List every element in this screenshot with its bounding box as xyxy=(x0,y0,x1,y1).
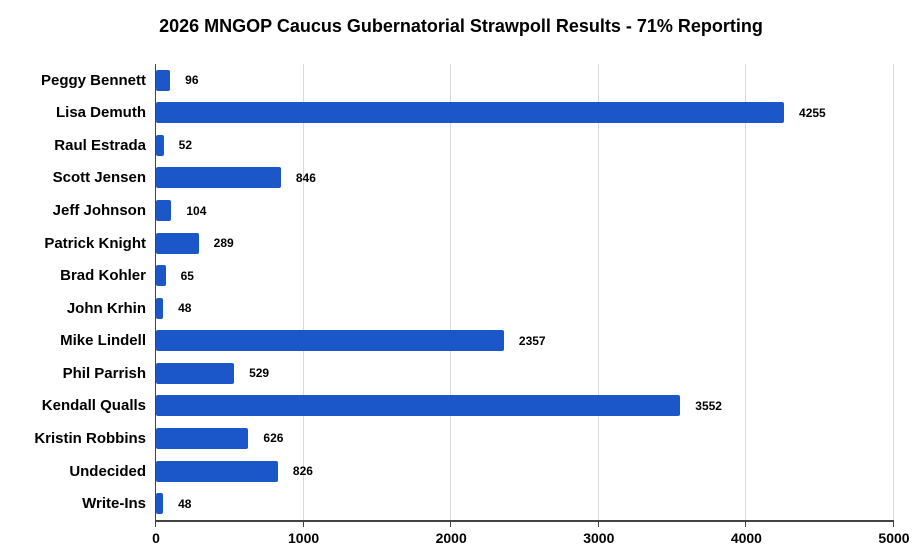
bar-row: Patrick Knight 289 xyxy=(44,227,894,260)
bar-kristin-robbins xyxy=(156,427,249,449)
category-label: Brad Kohler xyxy=(60,267,146,285)
category-label: Raul Estrada xyxy=(54,136,146,154)
x-axis-tick-mark xyxy=(893,522,894,527)
value-label: 826 xyxy=(292,464,313,479)
category-label: Undecided xyxy=(69,462,146,480)
category-label: Kristin Robbins xyxy=(34,429,146,447)
value-label: 289 xyxy=(213,236,234,251)
category-label: Lisa Demuth xyxy=(55,104,146,122)
value-label: 3552 xyxy=(695,398,722,413)
x-axis-tick-label: 3000 xyxy=(583,530,615,546)
bar-row: Phil Parrish 529 xyxy=(63,357,894,390)
bar-row: Lisa Demuth 4255 xyxy=(56,97,894,130)
bar-brad-kohler xyxy=(156,265,166,287)
category-label: Scott Jensen xyxy=(52,169,146,187)
x-axis-tick-label: 5000 xyxy=(878,530,910,546)
bar-kendall-qualls xyxy=(156,395,681,417)
gridline-x-1000 xyxy=(302,64,304,520)
bar-row: Peggy Bennett 96 xyxy=(41,64,894,97)
category-label: Peggy Bennett xyxy=(40,71,146,89)
x-axis-tick-mark xyxy=(302,522,304,527)
category-label: Jeff Johnson xyxy=(52,202,146,220)
gridline-x-3000 xyxy=(597,64,599,520)
x-axis-tick-mark xyxy=(450,522,452,527)
bar-scott-jensen xyxy=(156,167,281,189)
value-label: 52 xyxy=(178,138,193,153)
value-label: 48 xyxy=(178,496,192,511)
bar-mike-lindell xyxy=(156,330,504,352)
x-axis-tick-label: 4000 xyxy=(730,530,762,546)
bar-lisa-demuth xyxy=(156,102,785,124)
bar-row: Brad Kohler 65 xyxy=(60,259,894,292)
bar-raul-estrada xyxy=(156,134,164,156)
bar-john-krhin xyxy=(156,297,164,319)
bar-row: Jeff Johnson 104 xyxy=(53,194,894,227)
value-label: 104 xyxy=(186,203,207,218)
value-label: 48 xyxy=(178,301,192,316)
x-axis-tick-mark xyxy=(597,522,599,527)
bar-peggy-bennett xyxy=(156,69,171,91)
value-label: 96 xyxy=(185,73,199,88)
category-label: Kendall Qualls xyxy=(41,397,146,415)
bar-phil-parrish xyxy=(156,362,235,384)
chart-title: 2026 MNGOP Caucus Gubernatorial Strawpol… xyxy=(159,16,763,36)
x-axis-tick-label: 2000 xyxy=(435,530,467,546)
value-label: 65 xyxy=(180,268,194,283)
bar-row: Kristin Robbins 626 xyxy=(34,422,894,455)
category-label: John Krhin xyxy=(66,299,146,317)
x-axis-tick-label: 1000 xyxy=(288,530,320,546)
bar-row: Kendall Qualls 3552 xyxy=(42,390,894,423)
bar-write-ins xyxy=(156,493,164,515)
value-label: 529 xyxy=(249,366,270,381)
value-label: 626 xyxy=(263,431,284,446)
category-label: Mike Lindell xyxy=(60,332,146,350)
bar-jeff-johnson xyxy=(156,200,172,222)
x-axis-tick-mark xyxy=(745,522,747,527)
bar-patrick-knight xyxy=(156,232,199,254)
category-label: Phil Parrish xyxy=(62,364,146,382)
category-label: Patrick Knight xyxy=(44,234,146,252)
plot-area: 0 1000 2000 3000 4000 5000 Peggy Bennett 96 Lisa… xyxy=(34,64,910,546)
bar-row: Raul Estrada 52 xyxy=(54,129,894,162)
bar-row: John Krhin 48 xyxy=(67,292,894,325)
value-label: 4255 xyxy=(799,105,826,120)
value-label: 2357 xyxy=(518,333,546,348)
bar-undecided xyxy=(156,460,278,482)
gridline-x-4000 xyxy=(745,64,747,520)
bar-row: Undecided 826 xyxy=(69,455,894,488)
bar-row: Write-Ins 48 xyxy=(82,487,894,520)
x-axis-tick-mark xyxy=(155,522,156,527)
value-label: 846 xyxy=(295,170,316,185)
category-label: Write-Ins xyxy=(82,495,146,513)
gridline-x-2000 xyxy=(450,64,452,520)
bar-row: Mike Lindell 2357 xyxy=(60,325,894,358)
x-axis-tick-label: 0 xyxy=(152,530,160,546)
gridline-x-5000 xyxy=(893,64,894,520)
bar-row: Scott Jensen 846 xyxy=(53,162,894,195)
